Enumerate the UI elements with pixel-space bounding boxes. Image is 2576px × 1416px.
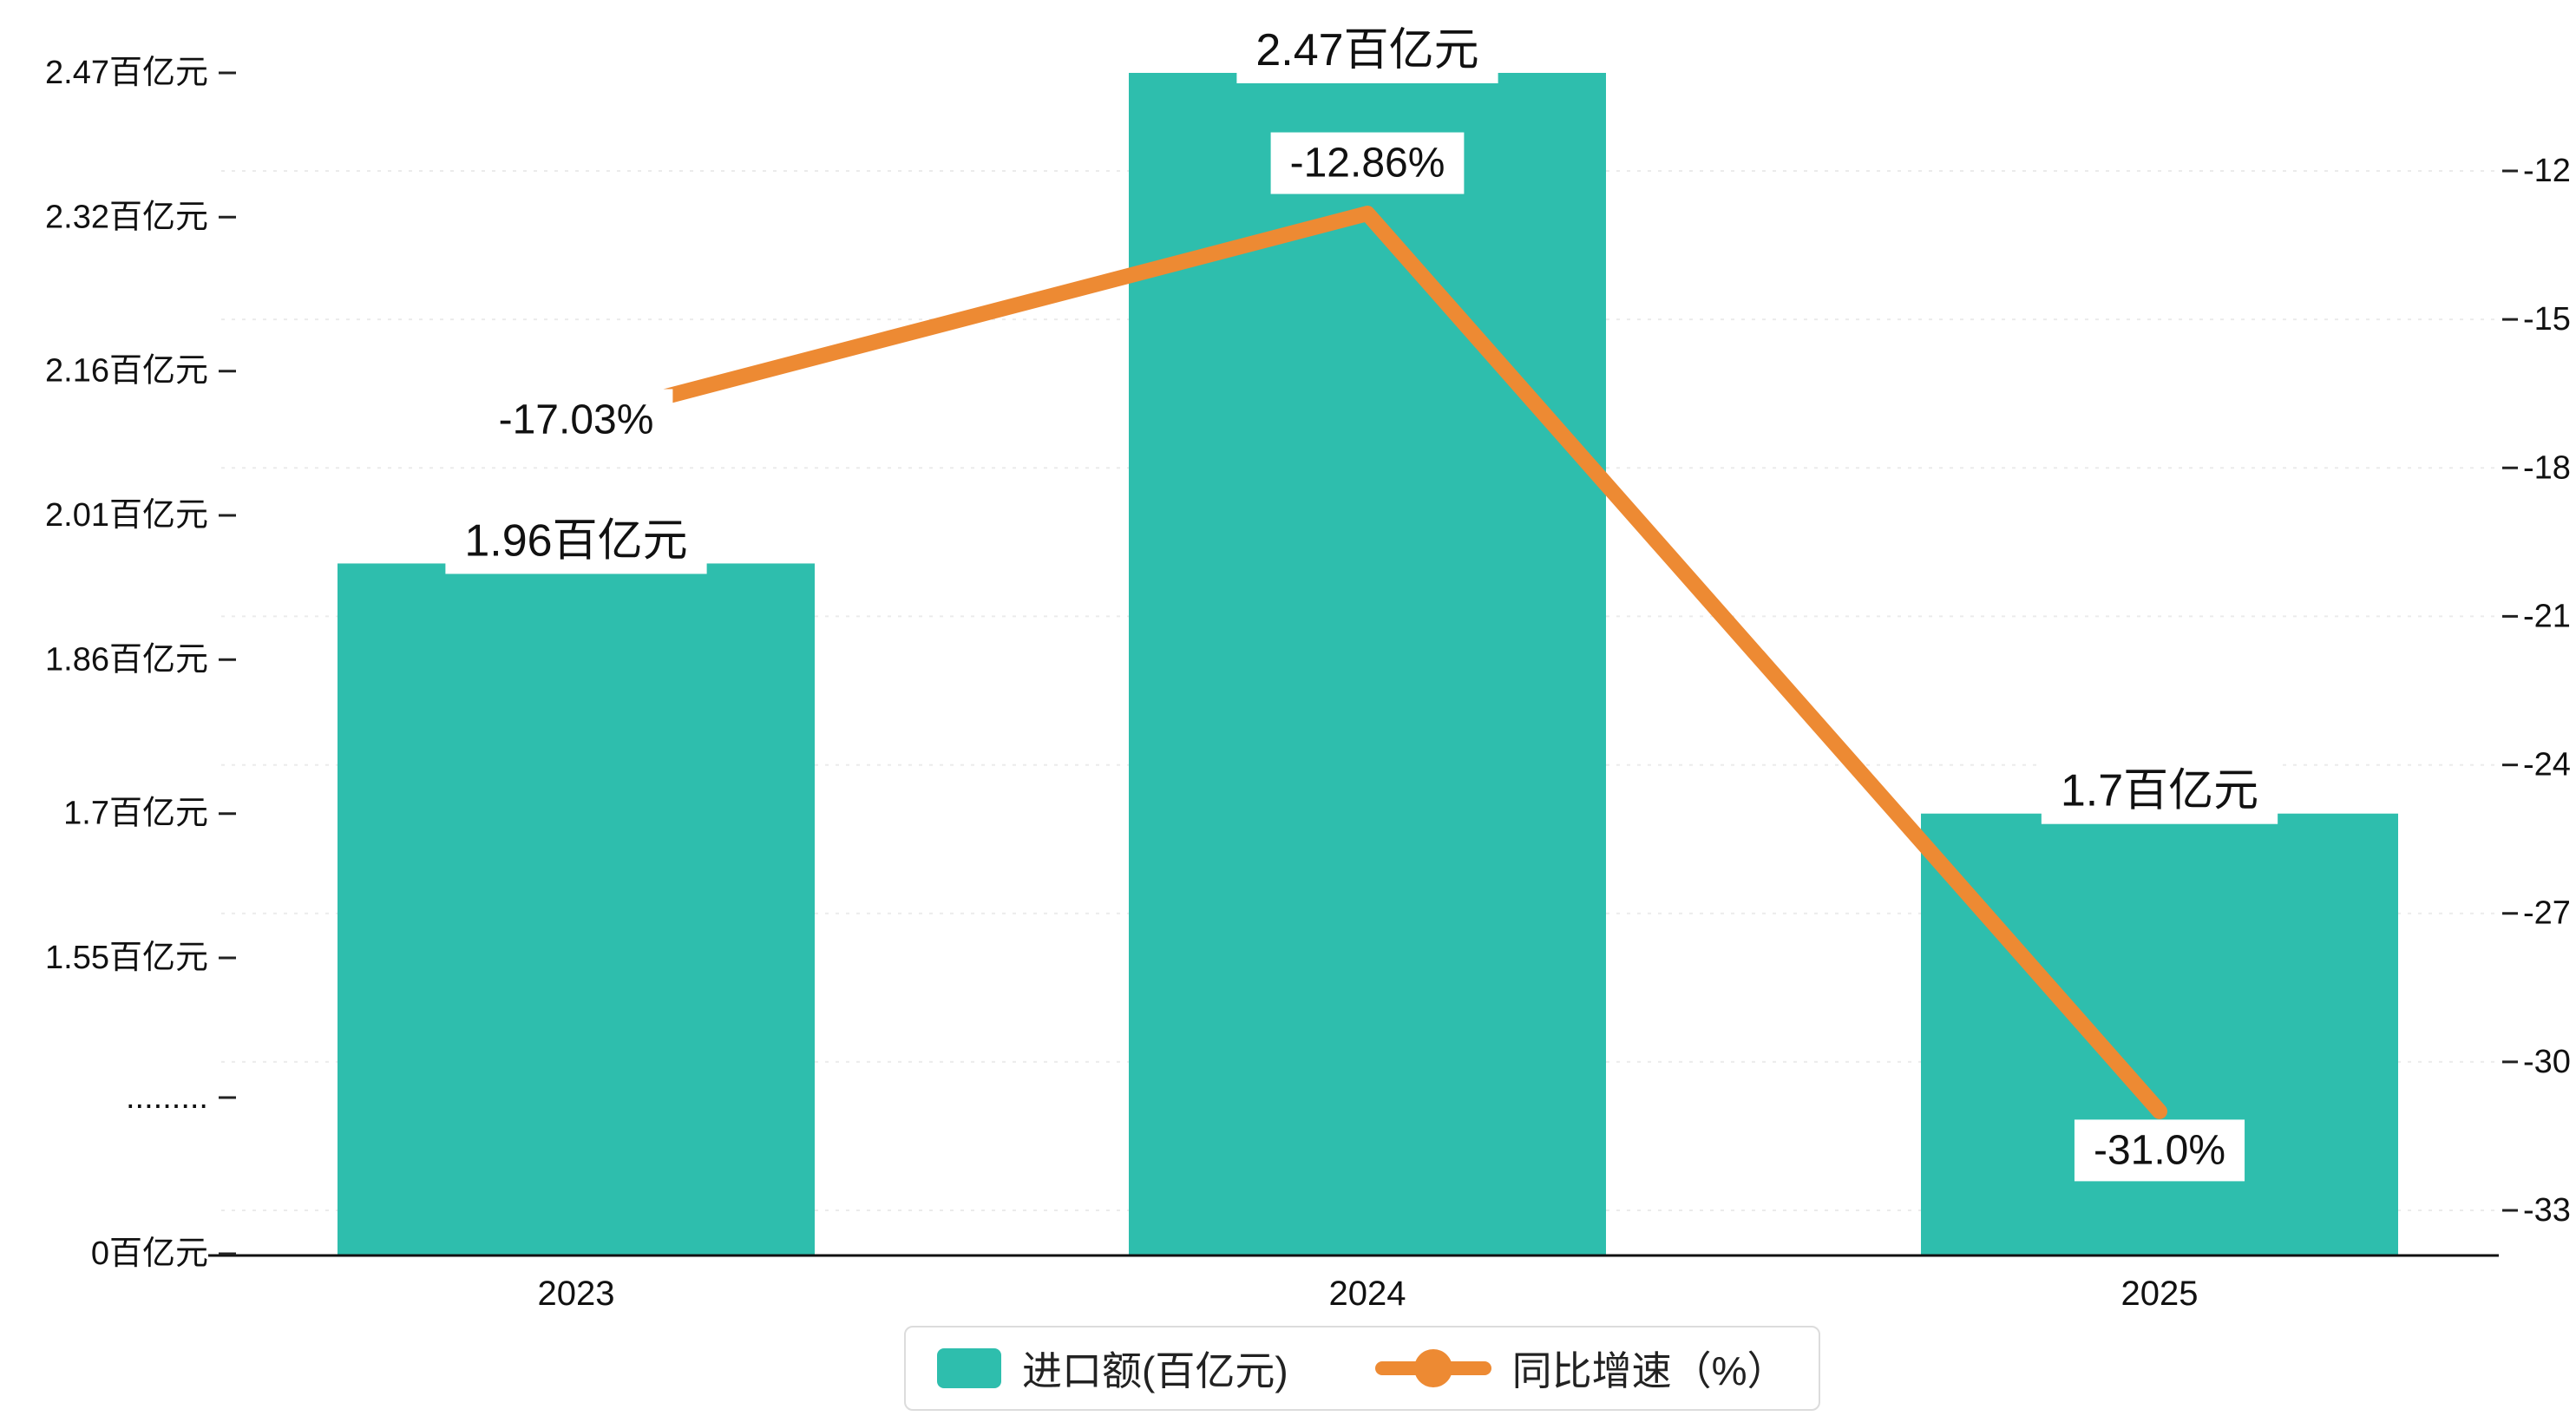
legend-item-growth[interactable]: 同比增速（%） xyxy=(1374,1340,1787,1397)
bar-value-label: 1.96百亿元 xyxy=(445,508,707,574)
axis-break-label: ......... xyxy=(126,1079,208,1116)
legend-item-imports[interactable]: 进口额(百亿元) xyxy=(937,1340,1288,1397)
right-axis-label: -21 xyxy=(2523,598,2571,634)
bar-2024[interactable] xyxy=(1129,73,1606,1255)
svg-text:1.7百亿元: 1.7百亿元 xyxy=(2061,766,2258,816)
svg-text:-17.03%: -17.03% xyxy=(499,397,654,442)
left-axis-label: 1.86百亿元 xyxy=(45,641,208,678)
right-axis-label: -33 xyxy=(2523,1192,2571,1229)
bar-2025[interactable] xyxy=(1921,813,2398,1255)
bar-series-swatch xyxy=(937,1348,1001,1388)
right-axis-label: -12 xyxy=(2523,153,2571,189)
legend: 进口额(百亿元) 同比增速（%） xyxy=(904,1326,1820,1411)
growth-value-label: -31.0% xyxy=(2074,1119,2245,1182)
left-axis-zero-label: 0百亿元 xyxy=(91,1236,208,1272)
left-axis-label: 1.55百亿元 xyxy=(45,940,208,976)
growth-value-label: -12.86% xyxy=(1270,132,1465,194)
x-axis-label-2024: 2024 xyxy=(1329,1275,1406,1313)
legend-label-growth: 同比增速（%） xyxy=(1511,1348,1787,1393)
line-marker-dot xyxy=(1413,1349,1452,1387)
right-axis-label: -15 xyxy=(2523,301,2571,338)
svg-text:-12.86%: -12.86% xyxy=(1290,141,1445,187)
left-axis-label: 2.47百亿元 xyxy=(45,55,208,91)
x-axis-label-2023: 2023 xyxy=(538,1275,615,1313)
growth-value-label: -17.03% xyxy=(479,389,673,451)
left-axis-label: 2.16百亿元 xyxy=(45,353,208,390)
legend-label-imports: 进口额(百亿元) xyxy=(1022,1348,1288,1393)
bar-value-label: 2.47百亿元 xyxy=(1236,17,1498,83)
right-axis-label: -27 xyxy=(2523,895,2571,932)
left-axis-label: 2.01百亿元 xyxy=(45,497,208,534)
left-axis-label: 2.32百亿元 xyxy=(45,199,208,235)
bar-value-label: 1.7百亿元 xyxy=(2041,757,2278,824)
right-axis-label: -30 xyxy=(2523,1044,2571,1080)
x-axis-label-2025: 2025 xyxy=(2121,1275,2199,1313)
bar-2023[interactable] xyxy=(338,563,815,1255)
line-series-marker xyxy=(1374,1347,1491,1389)
svg-text:-31.0%: -31.0% xyxy=(2094,1127,2225,1173)
right-axis-label: -24 xyxy=(2523,747,2571,783)
svg-text:1.96百亿元: 1.96百亿元 xyxy=(464,515,687,566)
left-axis-label: 1.7百亿元 xyxy=(63,796,208,832)
growth-line[interactable] xyxy=(568,206,2167,1119)
svg-text:2.47百亿元: 2.47百亿元 xyxy=(1255,25,1478,75)
right-axis-label: -18 xyxy=(2523,449,2571,486)
